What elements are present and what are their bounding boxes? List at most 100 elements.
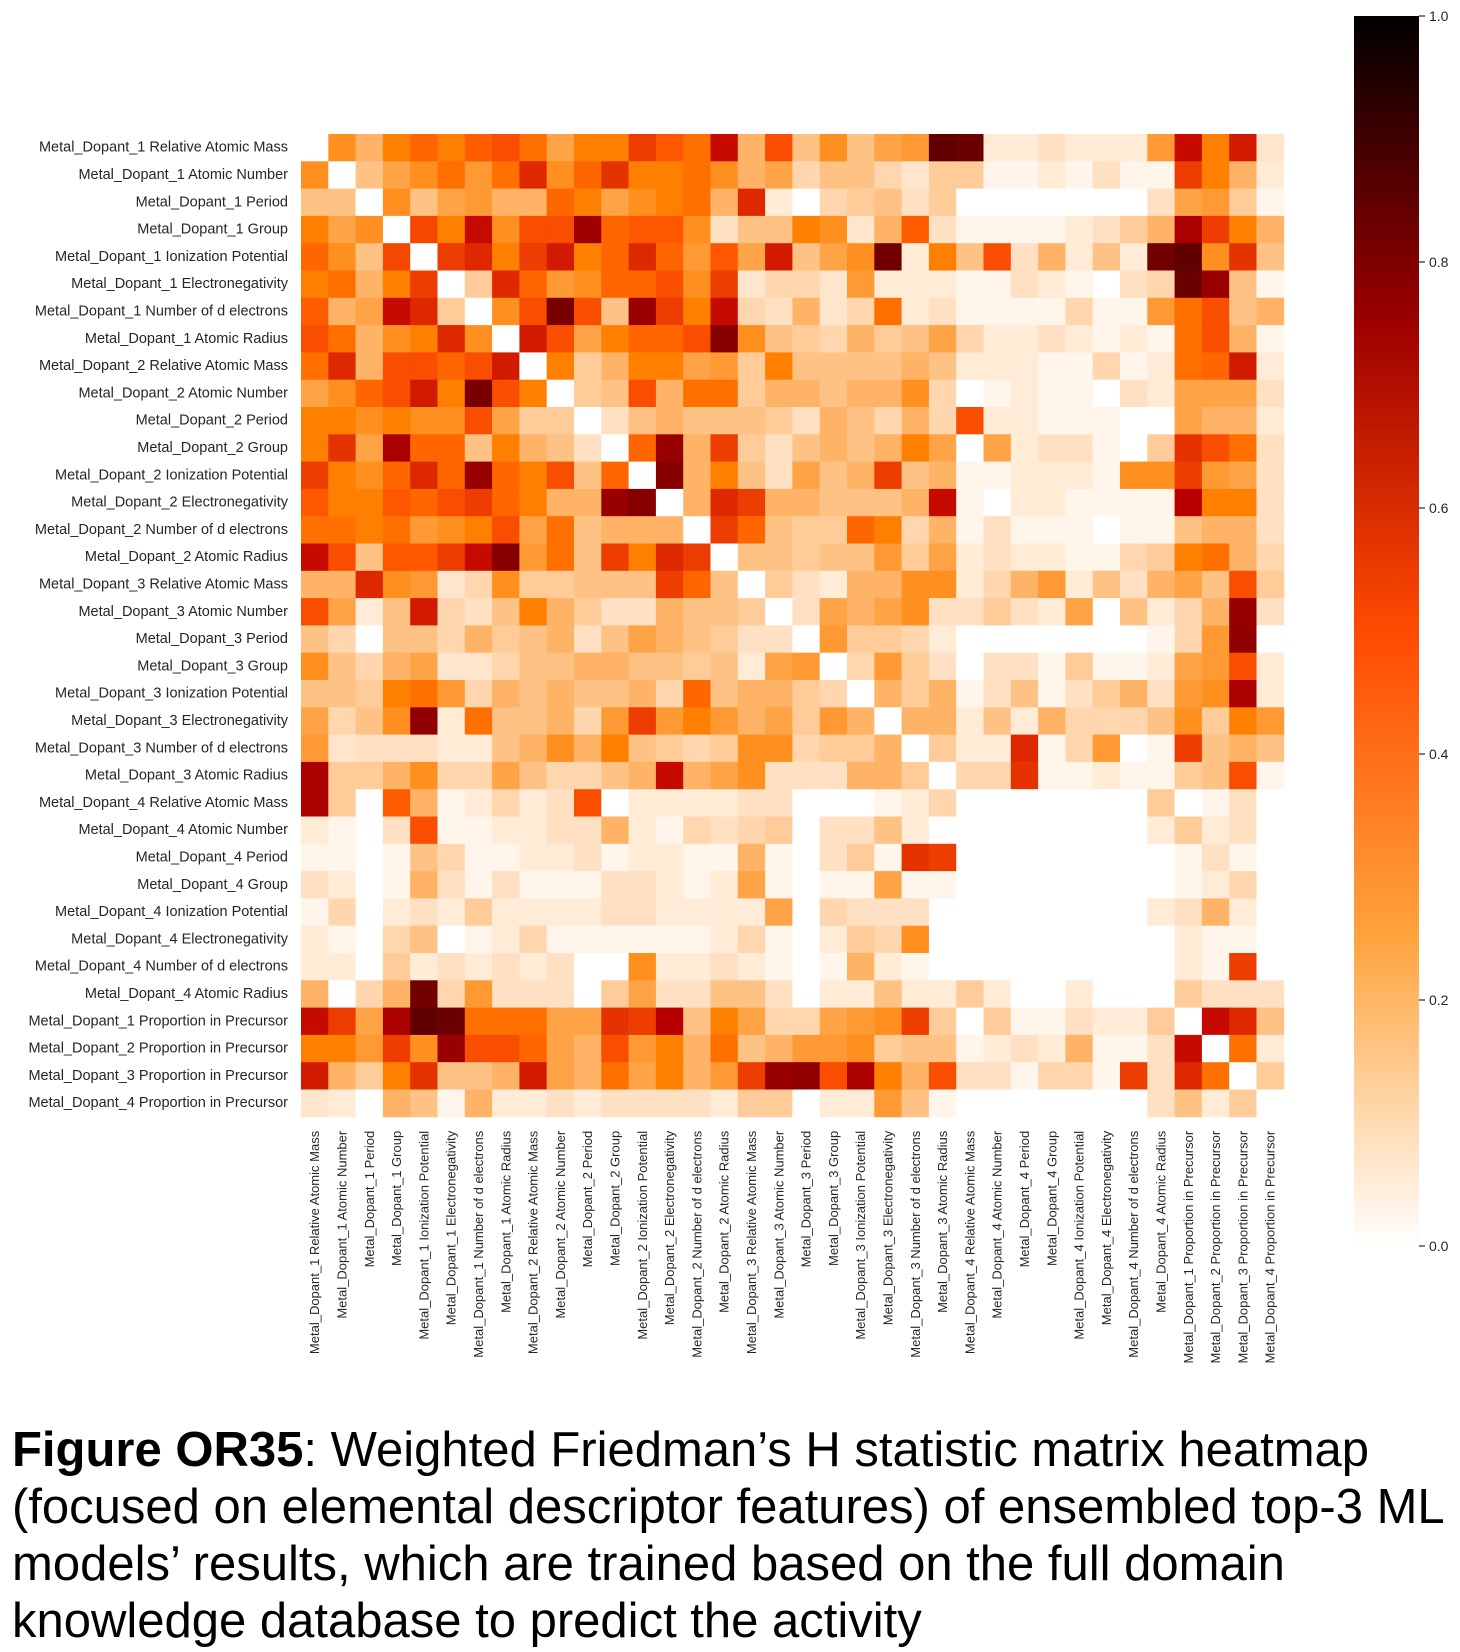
y-tick-label: Metal_Dopant_3 Relative Atomic Mass — [39, 576, 288, 592]
heatmap-cell — [1092, 843, 1121, 872]
heatmap-cell — [874, 871, 902, 899]
heatmap-cell — [983, 953, 1012, 981]
heatmap-cell — [546, 761, 575, 790]
heatmap-cell — [655, 161, 684, 189]
heatmap-cell — [710, 925, 739, 954]
heatmap-cell — [874, 980, 902, 1008]
heatmap-cell — [1092, 625, 1121, 654]
heatmap-cell — [1010, 625, 1039, 654]
heatmap-cell — [1147, 898, 1175, 927]
heatmap-cell — [710, 1007, 739, 1036]
heatmap-cell — [928, 461, 957, 490]
heatmap-cell — [1229, 352, 1257, 381]
heatmap-cell — [683, 680, 711, 708]
heatmap-cell — [847, 297, 875, 326]
heatmap-cell — [737, 816, 766, 845]
x-tick-label: Metal_Dopant_3 Proportion in Precursor — [1235, 1130, 1250, 1363]
heatmap-cell — [1229, 652, 1257, 681]
heatmap-cell — [382, 871, 411, 899]
heatmap-cell — [1038, 871, 1066, 899]
heatmap-cell — [1147, 1062, 1175, 1090]
heatmap-cell — [956, 407, 984, 435]
heatmap-cell — [819, 1034, 848, 1063]
heatmap-cell — [464, 488, 493, 517]
heatmap-cell — [437, 243, 466, 271]
y-tick-label: Metal_Dopant_1 Group — [137, 222, 288, 238]
heatmap-cell — [601, 407, 629, 435]
heatmap-cell — [737, 352, 766, 381]
heatmap-cell — [601, 871, 629, 899]
heatmap-cell — [546, 898, 575, 927]
heatmap-cell — [928, 953, 957, 981]
heatmap-cell — [956, 789, 984, 817]
heatmap-cell — [1174, 761, 1203, 790]
heatmap-cell — [792, 816, 821, 845]
heatmap-cell — [901, 625, 930, 654]
heatmap-cell — [464, 1089, 493, 1118]
heatmap-cell — [1174, 1089, 1203, 1118]
heatmap-cell — [464, 1062, 493, 1090]
heatmap-cell — [355, 843, 384, 872]
heatmap-cell — [410, 570, 438, 599]
heatmap-cell — [437, 188, 466, 217]
heatmap-cell — [1092, 734, 1121, 763]
heatmap-cell — [1010, 1089, 1039, 1118]
heatmap-cell — [410, 543, 438, 572]
heatmap-cell — [1038, 325, 1066, 353]
heatmap-cell — [1065, 707, 1094, 735]
heatmap-cell — [1256, 1062, 1285, 1090]
heatmap-cell — [737, 325, 766, 353]
x-tick-label: Metal_Dopant_3 Number of d electrons — [908, 1130, 923, 1357]
heatmap-cell — [382, 625, 411, 654]
y-tick-label: Metal_Dopant_4 Atomic Radius — [85, 986, 288, 1002]
heatmap-cell — [355, 761, 384, 790]
heatmap-cell — [819, 570, 848, 599]
heatmap-cell — [301, 789, 329, 817]
heatmap-cell — [464, 570, 493, 599]
heatmap-cell — [1201, 980, 1230, 1008]
heatmap-cell — [655, 570, 684, 599]
heatmap-cell — [519, 953, 548, 981]
heatmap-cell — [655, 434, 684, 462]
heatmap-cell — [710, 379, 739, 408]
colorbar-tick-label: 1.0 — [1429, 8, 1449, 24]
heatmap-cell — [710, 134, 739, 162]
heatmap-cell — [655, 598, 684, 626]
heatmap-cell — [355, 898, 384, 927]
heatmap-cell — [683, 570, 711, 599]
heatmap-cell — [683, 352, 711, 381]
heatmap-cell — [410, 188, 438, 217]
heatmap-cell — [901, 953, 930, 981]
heatmap-cell — [1120, 270, 1148, 299]
heatmap-cell — [492, 707, 520, 735]
heatmap-cell — [1256, 925, 1285, 954]
heatmap-cell — [1174, 871, 1203, 899]
heatmap-cell — [819, 325, 848, 353]
heatmap-cell — [1147, 734, 1175, 763]
heatmap-cell — [874, 461, 902, 490]
heatmap-cell — [1092, 652, 1121, 681]
heatmap-cell — [847, 516, 875, 544]
heatmap-cell — [519, 543, 548, 572]
heatmap-cell — [1120, 134, 1148, 162]
heatmap-cell — [301, 352, 329, 381]
heatmap-cell — [301, 488, 329, 517]
heatmap-cell — [983, 188, 1012, 217]
heatmap-cell — [1038, 734, 1066, 763]
heatmap-cell — [655, 980, 684, 1008]
heatmap-cell — [874, 816, 902, 845]
heatmap-cell — [710, 325, 739, 353]
heatmap-cell — [628, 789, 657, 817]
heatmap-cell — [710, 816, 739, 845]
heatmap-cell — [901, 516, 930, 544]
heatmap-cell — [410, 516, 438, 544]
heatmap-cell — [628, 134, 657, 162]
heatmap-cell — [874, 243, 902, 271]
heatmap-cell — [792, 734, 821, 763]
heatmap-cell — [928, 379, 957, 408]
heatmap-cell — [355, 488, 384, 517]
heatmap-cell — [355, 325, 384, 353]
heatmap-cell — [601, 270, 629, 299]
heatmap-cell — [492, 871, 520, 899]
heatmap-cell — [1229, 461, 1257, 490]
